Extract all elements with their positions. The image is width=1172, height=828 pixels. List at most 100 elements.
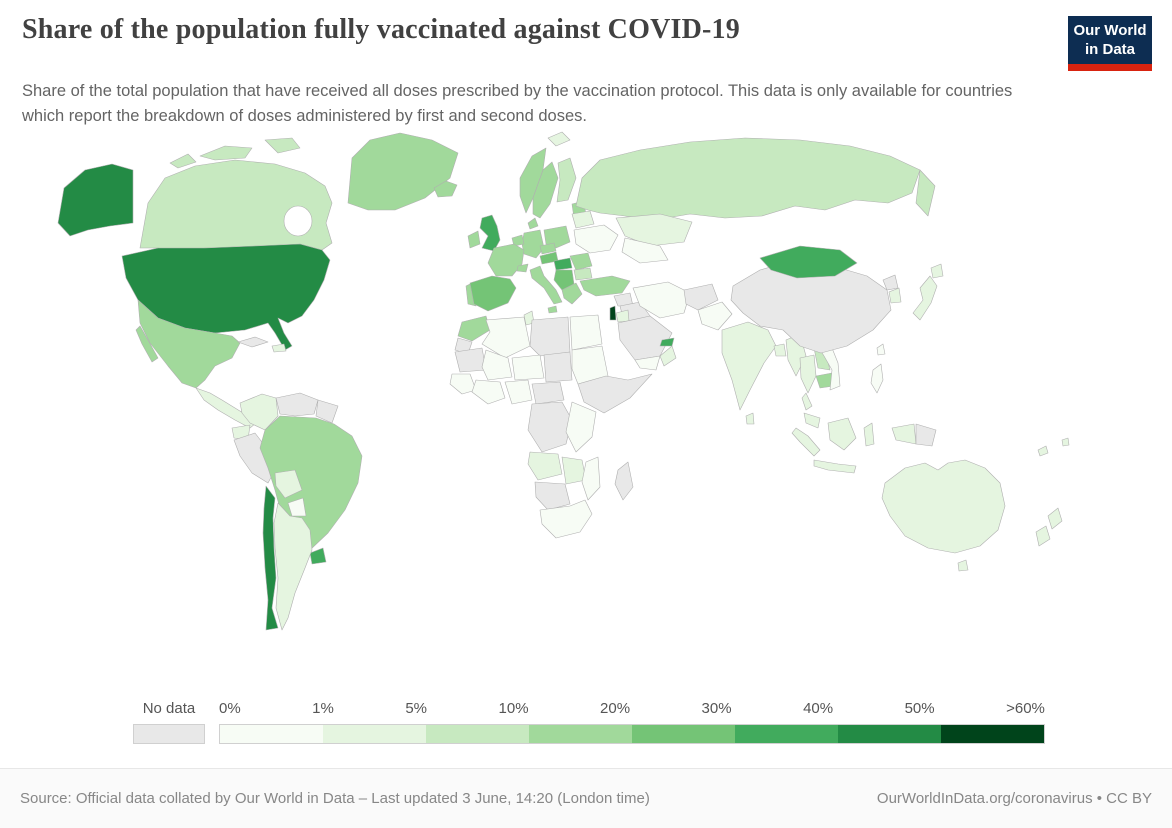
country-cuba[interactable] <box>237 336 269 348</box>
country-indonesia-sulawesi[interactable] <box>863 422 875 447</box>
legend-segment[interactable] <box>220 725 323 743</box>
country-paraguay[interactable] <box>287 497 307 517</box>
country-thailand-peninsula[interactable] <box>801 392 813 411</box>
country-east-africa[interactable] <box>565 401 597 453</box>
country-sweden[interactable] <box>532 161 559 219</box>
country-south-africa[interactable] <box>539 499 593 539</box>
country-north-korea[interactable] <box>882 274 899 291</box>
country-chile[interactable] <box>262 485 279 631</box>
country-mauritania[interactable] <box>454 347 487 373</box>
country-yemen[interactable] <box>634 355 661 371</box>
country-iceland[interactable] <box>433 180 458 198</box>
country-indonesia-java[interactable] <box>813 459 857 474</box>
country-taiwan[interactable] <box>876 343 886 356</box>
country-mexico-baja[interactable] <box>135 325 159 363</box>
country-australia[interactable] <box>881 459 1006 554</box>
country-mexico[interactable] <box>137 299 241 389</box>
country-oman[interactable] <box>659 345 677 367</box>
country-russia[interactable] <box>575 137 921 221</box>
country-indonesia-borneo[interactable] <box>827 417 857 451</box>
country-colombia[interactable] <box>239 393 279 431</box>
country-mali[interactable] <box>481 349 513 381</box>
country-new-zealand-south[interactable] <box>1035 525 1051 547</box>
country-jordan[interactable] <box>615 309 630 323</box>
country-west-africa[interactable] <box>471 379 506 405</box>
country-niger[interactable] <box>511 354 545 381</box>
country-namibia-botswana[interactable] <box>534 481 571 511</box>
country-united-states-alaska[interactable] <box>57 163 134 237</box>
country-central-asia[interactable] <box>621 237 669 264</box>
country-cameroon-car[interactable] <box>531 381 565 405</box>
legend-segment[interactable] <box>323 725 426 743</box>
country-hungary[interactable] <box>553 257 573 271</box>
country-uae-qatar[interactable] <box>659 337 675 347</box>
country-greenland[interactable] <box>347 132 459 211</box>
country-malaysia[interactable] <box>803 412 821 429</box>
country-venezuela[interactable] <box>275 392 319 417</box>
country-switzerland[interactable] <box>516 263 529 273</box>
country-greece[interactable] <box>561 282 583 305</box>
country-egypt[interactable] <box>569 314 603 351</box>
legend-segment[interactable] <box>838 725 941 743</box>
country-mongolia[interactable] <box>759 245 858 279</box>
country-romania[interactable] <box>569 252 593 271</box>
country-morocco[interactable] <box>457 315 491 342</box>
country-denmark[interactable] <box>527 217 539 230</box>
country-new-zealand-north[interactable] <box>1047 507 1063 530</box>
country-czechia[interactable] <box>539 242 557 255</box>
legend-segment[interactable] <box>941 725 1044 743</box>
country-dominican-republic[interactable] <box>271 343 287 353</box>
country-afghanistan[interactable] <box>683 283 719 311</box>
country-senegal-guinea[interactable] <box>449 373 477 395</box>
country-new-caledonia[interactable] <box>1037 445 1049 457</box>
country-canada[interactable] <box>139 159 333 253</box>
country-italy[interactable] <box>529 265 563 305</box>
country-nigeria[interactable] <box>504 379 533 405</box>
country-angola[interactable] <box>527 451 563 481</box>
country-germany[interactable] <box>521 229 545 259</box>
country-philippines[interactable] <box>870 363 884 394</box>
country-bulgaria[interactable] <box>573 267 593 281</box>
country-australia-tasmania[interactable] <box>957 559 969 572</box>
country-madagascar[interactable] <box>614 461 634 501</box>
country-japan-hokkaido[interactable] <box>930 263 944 279</box>
country-united-kingdom[interactable] <box>479 214 501 252</box>
country-belgium-netherlands[interactable] <box>511 234 525 247</box>
country-mozambique[interactable] <box>581 456 601 501</box>
legend-segment[interactable] <box>632 725 735 743</box>
country-belarus[interactable] <box>571 210 595 229</box>
country-canada-island-3[interactable] <box>169 153 197 169</box>
country-bolivia[interactable] <box>274 469 303 499</box>
country-spain[interactable] <box>469 275 517 312</box>
no-data-swatch[interactable] <box>133 724 205 744</box>
country-chad[interactable] <box>543 351 573 383</box>
country-iran[interactable] <box>632 281 691 319</box>
country-canada-island-1[interactable] <box>199 145 253 161</box>
country-russia-kamchatka[interactable] <box>915 169 936 217</box>
legend-segment[interactable] <box>735 725 838 743</box>
country-ethiopia[interactable] <box>577 373 653 414</box>
country-finland[interactable] <box>556 157 577 203</box>
country-india[interactable] <box>721 321 777 411</box>
country-argentina[interactable] <box>273 502 313 631</box>
country-poland[interactable] <box>543 225 571 249</box>
country-papua-new-guinea[interactable] <box>915 423 937 447</box>
country-kazakhstan[interactable] <box>615 213 693 247</box>
country-fiji[interactable] <box>1061 437 1070 447</box>
country-sri-lanka[interactable] <box>745 412 755 425</box>
country-uruguay[interactable] <box>309 547 327 565</box>
legend-segment[interactable] <box>529 725 632 743</box>
country-japan[interactable] <box>912 275 938 321</box>
country-south-korea[interactable] <box>888 287 902 304</box>
country-turkey[interactable] <box>579 275 631 297</box>
legend-segment[interactable] <box>426 725 529 743</box>
country-ukraine[interactable] <box>573 224 619 254</box>
country-dr-congo[interactable] <box>527 401 573 453</box>
country-svalbard[interactable] <box>547 131 571 147</box>
country-thailand[interactable] <box>799 354 817 394</box>
country-israel[interactable] <box>609 305 617 321</box>
country-ireland[interactable] <box>467 230 481 249</box>
country-canada-island-2[interactable] <box>264 137 301 154</box>
country-pakistan[interactable] <box>697 301 733 331</box>
country-guyana[interactable] <box>315 399 339 424</box>
